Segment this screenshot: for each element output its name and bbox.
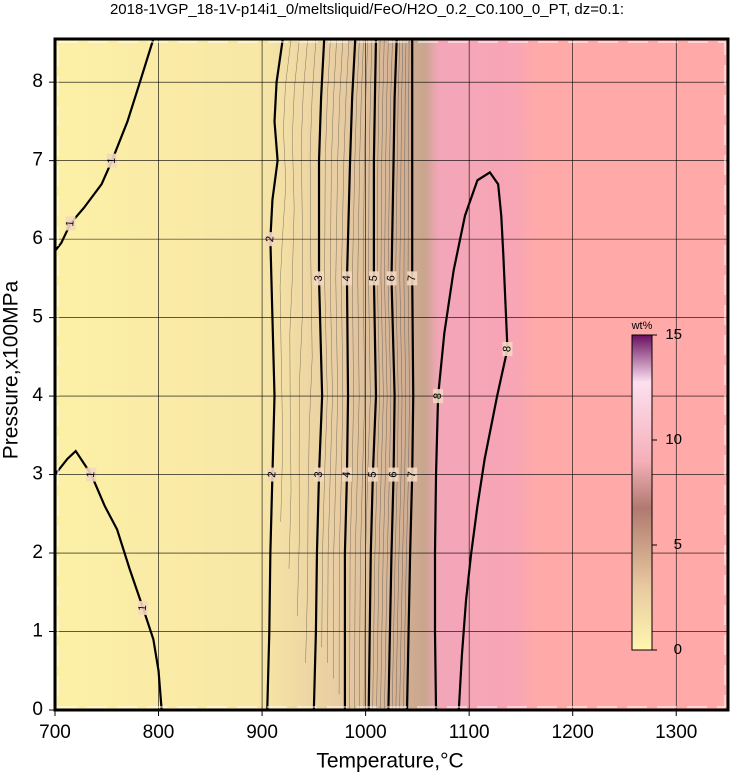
minor-contour <box>338 38 350 695</box>
colorbar-tick-label: 15 <box>665 326 682 343</box>
contour-label-bg <box>341 271 352 286</box>
contour-label: 1 <box>137 604 149 611</box>
y-tick-label: 2 <box>32 542 43 563</box>
contour-label: 5 <box>368 275 380 282</box>
contour-label-bg <box>502 341 513 356</box>
contour-line <box>54 449 163 711</box>
x-tick-label: 1300 <box>655 722 697 743</box>
colorbar-tick-label: 5 <box>674 536 682 553</box>
contour-label: 4 <box>341 275 353 282</box>
minor-contour <box>349 38 360 711</box>
y-tick-label: 8 <box>32 71 43 92</box>
minor-contour <box>354 38 364 711</box>
minor-contour <box>376 38 385 711</box>
contour-line <box>266 38 284 711</box>
minor-contour <box>372 38 381 711</box>
contour-label: 6 <box>385 275 397 282</box>
plot-frame-inner <box>57 41 726 708</box>
contour-label-bg <box>65 216 76 231</box>
x-tick-label: 1200 <box>552 722 594 743</box>
contour-line <box>343 38 357 710</box>
contour-label: 7 <box>406 275 418 282</box>
minor-contour <box>305 38 317 663</box>
y-tick-label: 6 <box>32 228 43 249</box>
contour-line <box>433 170 509 711</box>
contour-label: 1 <box>64 220 76 227</box>
minor-contour <box>333 38 344 679</box>
contour-label-bg <box>138 600 149 615</box>
contour-label-bg <box>386 271 397 286</box>
chart-title: 2018-1VGP_18-1V-p14i1_0/meltsliquid/FeO/… <box>110 1 624 18</box>
minor-contour <box>327 38 337 663</box>
x-tick-label: 1100 <box>449 722 490 743</box>
colorbar-tick-label: 10 <box>665 431 682 448</box>
y-tick-label: 3 <box>32 464 43 485</box>
colorbar-label: wt% <box>631 320 653 332</box>
minor-contour <box>321 38 331 648</box>
contour-label-bg <box>314 271 325 286</box>
x-tick-label: 800 <box>143 722 175 743</box>
x-tick-label: 900 <box>246 722 278 743</box>
y-tick-label: 0 <box>32 699 43 720</box>
y-tick-label: 1 <box>32 621 43 642</box>
contour-line <box>405 39 415 711</box>
minor-contour <box>403 38 410 711</box>
y-axis-label: Pressure,x100MPa <box>0 280 23 459</box>
x-tick-label: 1000 <box>344 722 386 743</box>
plot-background <box>55 39 728 710</box>
minor-contour <box>384 38 393 711</box>
contour-label: 3 <box>313 275 325 282</box>
x-tick-label: 700 <box>39 722 71 743</box>
minor-contour <box>288 38 300 569</box>
contour-line <box>54 38 155 252</box>
contour-label: 8 <box>501 345 513 352</box>
plot-frame <box>53 37 730 712</box>
minor-contour <box>391 38 401 711</box>
minor-contour <box>363 38 373 711</box>
contour-label-bg <box>368 271 379 286</box>
minor-contour <box>380 38 389 711</box>
colorbar-tick-label: 0 <box>674 641 682 658</box>
colorbar <box>631 334 653 651</box>
minor-contour <box>399 38 407 711</box>
contour-line <box>367 38 378 711</box>
minor-contour <box>395 38 404 711</box>
x-axis-label: Temperature,°C <box>316 750 463 773</box>
contour-label-bg <box>407 271 418 286</box>
y-tick-label: 7 <box>32 150 43 171</box>
contour-line <box>387 38 398 711</box>
y-tick-label: 5 <box>32 307 43 328</box>
y-tick-label: 4 <box>32 385 43 406</box>
